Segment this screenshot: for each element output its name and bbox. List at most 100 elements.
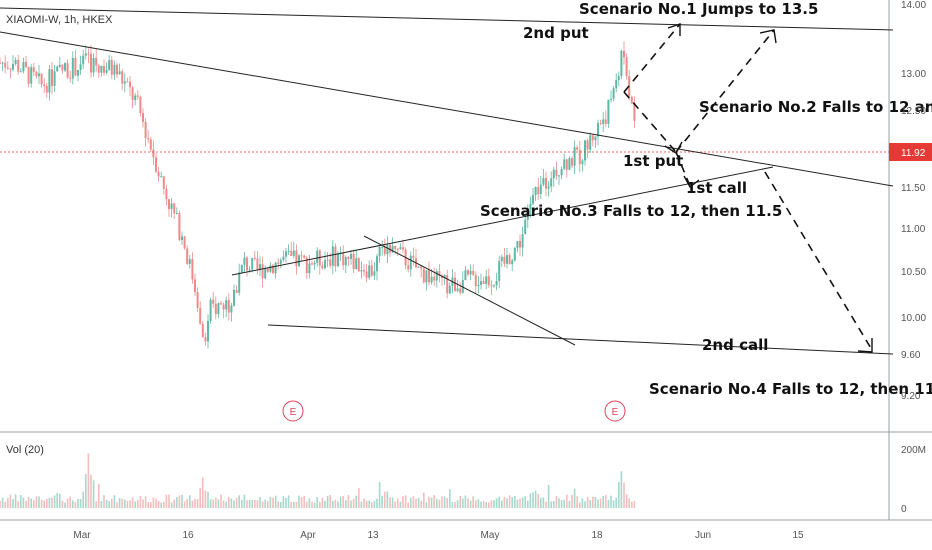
volume-bar [547,484,550,508]
volume-bar [126,500,129,508]
volume-bar [95,501,97,508]
volume-bar [12,499,14,508]
volume-bar [72,500,74,508]
candle-body [225,300,228,310]
candle-body [222,304,225,310]
candle-body [136,95,139,97]
candle-body [526,209,529,220]
candle-body [599,123,602,125]
volume-bar [82,491,84,508]
lower-channel-line [267,324,894,355]
candle-body [207,320,209,342]
volume-bar [308,498,311,508]
candle-body [209,299,212,321]
candle-body [305,257,308,274]
volume-bar [376,498,378,508]
candle-body [610,98,612,100]
candle-body [181,236,183,241]
volume-bar [267,501,269,508]
arrow-heads [664,23,873,353]
candle-body [256,258,259,270]
volume-bar [553,500,555,508]
candle-body [147,138,150,140]
volume-bar [599,498,602,508]
volume-bar [480,501,482,508]
volume-bar [633,500,636,508]
earnings-marker-2[interactable] [604,400,626,422]
volume-bar [423,492,425,508]
volume-bar [597,499,599,508]
candle-body [103,65,105,73]
candle-body [430,276,433,283]
earnings-marker-1[interactable] [282,400,304,422]
volume-bar [139,495,142,508]
candle-body [428,270,430,283]
candle-body [321,265,324,269]
annotation-1st-call: 1st call [686,179,747,197]
candle-body [435,271,438,281]
volume-bar [449,489,451,508]
candle-body [422,268,425,283]
volume-bar [430,497,433,508]
candle-body [160,176,163,178]
volume-bar [365,500,368,508]
volume-bar [30,498,32,508]
candle-body [381,246,384,248]
time-axis: Mar 16 Apr 13 May 18 Jun 15 [73,530,804,541]
candle-body [82,55,85,65]
volume-bar [607,500,610,508]
volume-bar [482,501,485,508]
volume-bar [228,496,230,508]
volume-bar [313,502,316,508]
candle-body [409,255,412,270]
candle-body [407,265,410,270]
candle-body [53,71,56,86]
candle-body [188,259,191,264]
volume-bar [391,497,394,508]
candle-body [386,244,389,255]
volume-bar [103,495,105,508]
volume-bar [529,493,532,508]
candle-body [264,268,267,279]
x-tick-label: 15 [792,530,804,541]
volume-bar [134,501,136,508]
candle-body [503,256,506,264]
volume-bar [259,496,261,508]
y-tick-label: 12.50 [901,106,926,117]
candle-body [454,277,456,292]
candle-body [204,337,207,342]
candle-body [149,139,152,150]
candle-body [324,259,326,269]
volume-bar [280,502,282,508]
candle-body [105,70,108,73]
candle-body [420,266,423,269]
annotation-1st-put: 1st put [623,152,683,170]
candle-body [175,212,178,214]
candle-body [477,284,480,287]
volume-bar [631,501,633,508]
candle-body [550,178,553,187]
volume-bar [14,494,17,508]
volume-bar [623,482,625,508]
candle-body [448,285,451,294]
candle-body [17,59,20,72]
candle-body [121,71,124,84]
volume-bar [25,500,27,508]
volume-bar [378,482,381,508]
arrow-head-1 [667,23,681,36]
volume-tick-label: 0 [901,504,907,515]
symbol-header: XIAOMI-W, 1h, HKEX [6,14,113,26]
candle-body [576,147,579,150]
candle-body [459,288,462,293]
y-tick-label: 14.00 [901,0,926,11]
candle-body [165,188,168,200]
volume-bar [334,499,337,508]
annotation-scenario-3: Scenario No.3 Falls to 12, then 11.5 [480,202,782,220]
volume-bar [111,498,113,508]
candle-body [191,259,194,280]
candle-body [370,265,373,276]
volume-bar [238,495,240,508]
volume-bar [300,497,303,508]
candle-body [620,50,623,77]
y-tick-label: 9.60 [901,350,921,361]
